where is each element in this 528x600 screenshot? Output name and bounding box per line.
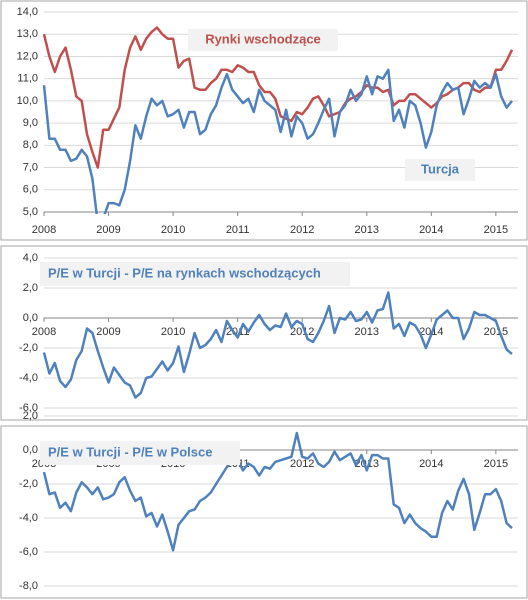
series-label: Rynki wschodzące [205,31,321,46]
series-line [42,291,513,399]
y-tick-label: -4,0 [19,372,38,384]
x-tick-label: 2009 [96,326,120,338]
y-tick-label: 9,0 [23,117,38,129]
y-tick-label: 10,0 [17,95,38,107]
y-tick-label: -6,0 [19,546,38,558]
y-tick-label: -2,0 [19,478,38,490]
chart-title: P/E w Turcji - P/E w Polsce [48,444,212,459]
y-tick-label: 8,0 [23,139,38,151]
x-tick-label: 2015 [484,458,508,470]
x-tick-label: 2013 [355,326,379,338]
x-tick-label: 2009 [96,224,120,236]
series-line [42,431,513,552]
x-tick-label: 2010 [161,326,185,338]
y-tick-label: -6,0 [19,402,38,414]
y-tick-label: 0,0 [23,444,38,456]
x-tick-label: 2013 [355,224,379,236]
y-tick-label: 13,0 [17,28,38,40]
y-tick-label: 14,0 [17,6,38,18]
x-tick-label: 2013 [355,458,379,470]
x-tick-label: 2015 [484,224,508,236]
x-tick-label: 2008 [32,224,56,236]
x-tick-label: 2011 [226,224,250,236]
series-line [42,26,514,169]
x-tick-label: 2012 [290,224,314,236]
y-tick-label: 6,0 [23,184,38,196]
series-label-box [405,159,475,181]
y-tick-label: 4,0 [23,252,38,264]
x-tick-label: 2010 [161,224,185,236]
y-tick-label: 7,0 [23,161,38,173]
y-tick-label: -8,0 [19,580,38,592]
title-box [40,441,240,465]
series-line [42,68,513,214]
series-label-box [188,29,338,51]
y-tick-label: 5,0 [23,206,38,218]
y-tick-label: -2,0 [19,342,38,354]
title-box [40,262,350,286]
x-tick-label: 2012 [290,458,314,470]
y-tick-label: 2,0 [23,282,38,294]
y-tick-label: 2,0 [23,410,38,422]
x-tick-label: 2014 [419,224,443,236]
x-tick-label: 2008 [32,326,56,338]
x-tick-label: 2015 [484,326,508,338]
y-tick-label: 12,0 [17,50,38,62]
x-tick-label: 2014 [419,458,443,470]
y-tick-label: -4,0 [19,512,38,524]
chart-title: P/E w Turcji - P/E na rynkach wschodzący… [48,265,321,280]
y-tick-label: 0,0 [23,312,38,324]
y-tick-label: 11,0 [17,73,38,85]
series-label: Turcja [421,161,460,176]
x-tick-label: 2012 [290,326,314,338]
